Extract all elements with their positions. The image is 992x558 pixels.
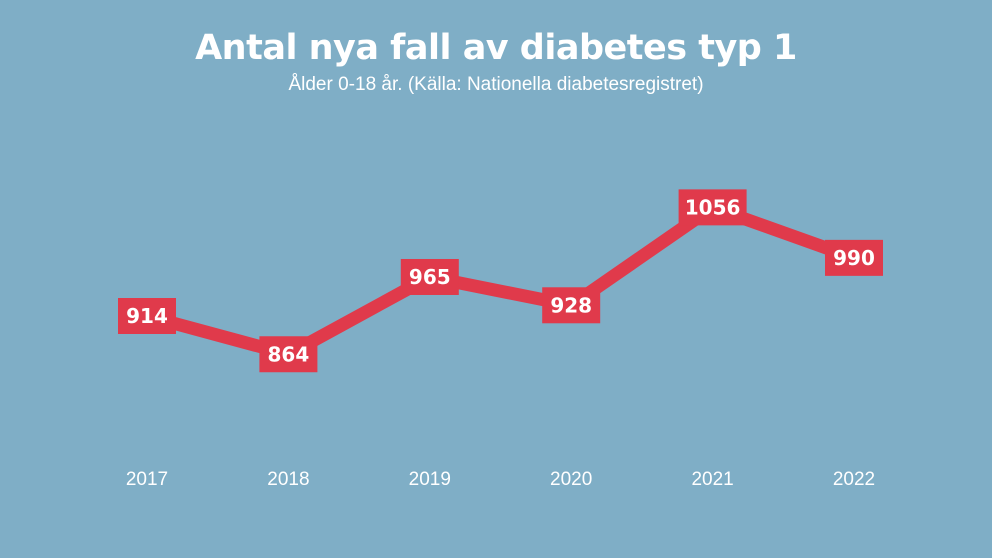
x-tick-2020: 2020: [550, 469, 592, 490]
data-label-2022: 990: [825, 239, 883, 276]
data-label-value: 928: [550, 293, 592, 317]
x-tick-2021: 2021: [691, 469, 733, 490]
data-label-value: 864: [268, 342, 310, 366]
data-label-layer: 914 864 965 928 1056 990: [118, 189, 883, 373]
data-label-2020: 928: [542, 287, 601, 324]
data-label-box: [678, 189, 747, 226]
chart-subtitle: Ålder 0-18 år. (Källa: Nationella diabet…: [288, 74, 704, 95]
data-label-value: 990: [833, 246, 875, 270]
data-label-2018: 864: [259, 336, 318, 373]
data-label-box: [259, 336, 318, 373]
x-tick-2018: 2018: [267, 469, 309, 490]
data-label-value: 914: [126, 304, 168, 328]
data-label-box: [400, 258, 459, 295]
series-layer: [140, 200, 861, 361]
series-line: [140, 200, 861, 361]
chart-title: Antal nya fall av diabetes typ 1: [195, 28, 797, 68]
data-label-box: [118, 298, 176, 334]
data-label-value: 965: [409, 265, 451, 289]
x-tick-2017: 2017: [126, 469, 168, 490]
x-tick-2019: 2019: [409, 469, 451, 490]
x-axis-ticks: 2017 2018 2019 2020 2021 2022: [126, 469, 875, 490]
data-label-2019: 965: [400, 258, 459, 295]
data-label-2017: 914: [118, 298, 176, 334]
data-label-box: [825, 239, 883, 276]
data-label-box: [542, 287, 601, 324]
x-tick-2022: 2022: [833, 469, 875, 490]
data-label-value: 1056: [685, 195, 741, 219]
data-label-2021: 1056: [678, 189, 747, 226]
